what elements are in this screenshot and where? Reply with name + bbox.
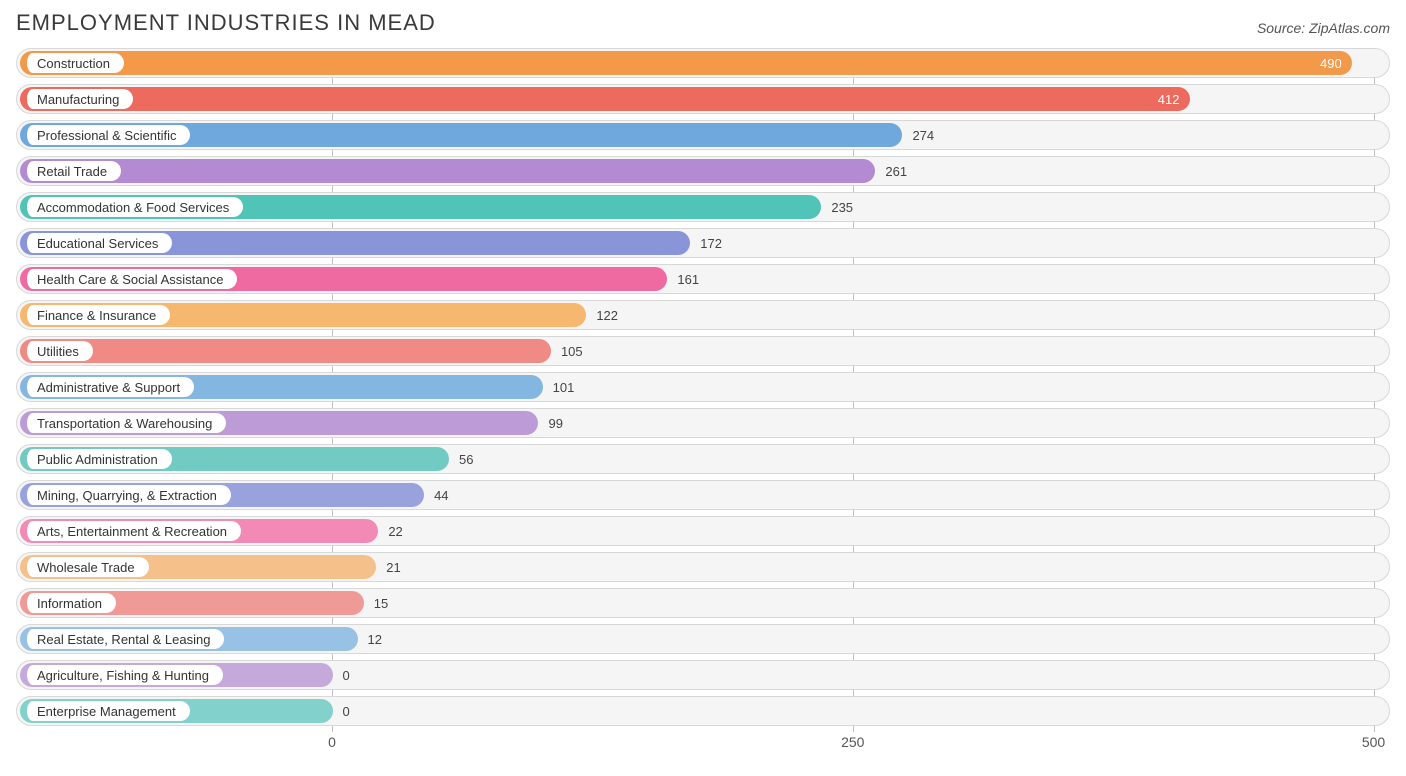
bar-row: 490 Construction bbox=[16, 48, 1390, 78]
bar-value-label: 12 bbox=[368, 625, 382, 653]
bar-row: 21 Wholesale Trade bbox=[16, 552, 1390, 582]
x-axis: 0 250 500 bbox=[16, 732, 1390, 756]
bar-category-label: Health Care & Social Assistance bbox=[23, 269, 237, 289]
bar-category-label: Public Administration bbox=[23, 449, 172, 469]
bar-value-label: 22 bbox=[388, 517, 402, 545]
bar-row: 12 Real Estate, Rental & Leasing bbox=[16, 624, 1390, 654]
bar-row: 105 Utilities bbox=[16, 336, 1390, 366]
bar-category-label: Enterprise Management bbox=[23, 701, 190, 721]
bar-value-label: 122 bbox=[596, 301, 618, 329]
bar-row: 56 Public Administration bbox=[16, 444, 1390, 474]
bar-value-label: 412 bbox=[1158, 87, 1180, 111]
bar-category-label: Information bbox=[23, 593, 116, 613]
bar-category-label: Wholesale Trade bbox=[23, 557, 149, 577]
bar-category-label: Utilities bbox=[23, 341, 93, 361]
bar-row: 0 Enterprise Management bbox=[16, 696, 1390, 726]
bar-value-label: 44 bbox=[434, 481, 448, 509]
bar-value-label: 101 bbox=[553, 373, 575, 401]
bar-value-label: 15 bbox=[374, 589, 388, 617]
bar-row: 235 Accommodation & Food Services bbox=[16, 192, 1390, 222]
bar-category-label: Real Estate, Rental & Leasing bbox=[23, 629, 224, 649]
bar: 490 bbox=[20, 51, 1352, 75]
bar-value-label: 105 bbox=[561, 337, 583, 365]
chart-title: EMPLOYMENT INDUSTRIES IN MEAD bbox=[16, 10, 436, 36]
bar-row: 0 Agriculture, Fishing & Hunting bbox=[16, 660, 1390, 690]
bar-category-label: Transportation & Warehousing bbox=[23, 413, 226, 433]
bar-category-label: Agriculture, Fishing & Hunting bbox=[23, 665, 223, 685]
bar bbox=[20, 339, 551, 363]
bar-category-label: Educational Services bbox=[23, 233, 172, 253]
bar-category-label: Arts, Entertainment & Recreation bbox=[23, 521, 241, 541]
bar: 412 bbox=[20, 87, 1190, 111]
bar-row: 261 Retail Trade bbox=[16, 156, 1390, 186]
bar-category-label: Retail Trade bbox=[23, 161, 121, 181]
bar-row: 122 Finance & Insurance bbox=[16, 300, 1390, 330]
bar-row: 44 Mining, Quarrying, & Extraction bbox=[16, 480, 1390, 510]
bar-value-label: 490 bbox=[1320, 51, 1342, 75]
bar-category-label: Administrative & Support bbox=[23, 377, 194, 397]
bar-value-label: 99 bbox=[548, 409, 562, 437]
chart-source: Source: ZipAtlas.com bbox=[1257, 20, 1390, 36]
bar-row: 412 Manufacturing bbox=[16, 84, 1390, 114]
axis-tick: 250 bbox=[841, 734, 864, 750]
bar-row: 161 Health Care & Social Assistance bbox=[16, 264, 1390, 294]
bar-value-label: 172 bbox=[700, 229, 722, 257]
bar-category-label: Accommodation & Food Services bbox=[23, 197, 243, 217]
bar-row: 172 Educational Services bbox=[16, 228, 1390, 258]
bar-value-label: 235 bbox=[831, 193, 853, 221]
bar-row: 15 Information bbox=[16, 588, 1390, 618]
axis-tick: 500 bbox=[1362, 734, 1385, 750]
bar-value-label: 274 bbox=[912, 121, 934, 149]
chart-rows: 490 Construction 412 Manufacturing 274 Profes… bbox=[16, 48, 1390, 726]
bar-row: 101 Administrative & Support bbox=[16, 372, 1390, 402]
bar-chart: 490 Construction 412 Manufacturing 274 Profes… bbox=[16, 48, 1390, 756]
bar bbox=[20, 159, 875, 183]
bar-category-label: Mining, Quarrying, & Extraction bbox=[23, 485, 231, 505]
bar-value-label: 56 bbox=[459, 445, 473, 473]
bar-row: 22 Arts, Entertainment & Recreation bbox=[16, 516, 1390, 546]
bar-row: 99 Transportation & Warehousing bbox=[16, 408, 1390, 438]
bar-category-label: Professional & Scientific bbox=[23, 125, 190, 145]
bar-category-label: Construction bbox=[23, 53, 124, 73]
bar-row: 274 Professional & Scientific bbox=[16, 120, 1390, 150]
axis-tick: 0 bbox=[328, 734, 336, 750]
bar-value-label: 261 bbox=[885, 157, 907, 185]
chart-header: EMPLOYMENT INDUSTRIES IN MEAD Source: Zi… bbox=[16, 10, 1390, 36]
bar-category-label: Manufacturing bbox=[23, 89, 133, 109]
bar-value-label: 0 bbox=[343, 697, 350, 725]
bar-category-label: Finance & Insurance bbox=[23, 305, 170, 325]
bar-value-label: 0 bbox=[343, 661, 350, 689]
bar-value-label: 161 bbox=[677, 265, 699, 293]
bar-value-label: 21 bbox=[386, 553, 400, 581]
